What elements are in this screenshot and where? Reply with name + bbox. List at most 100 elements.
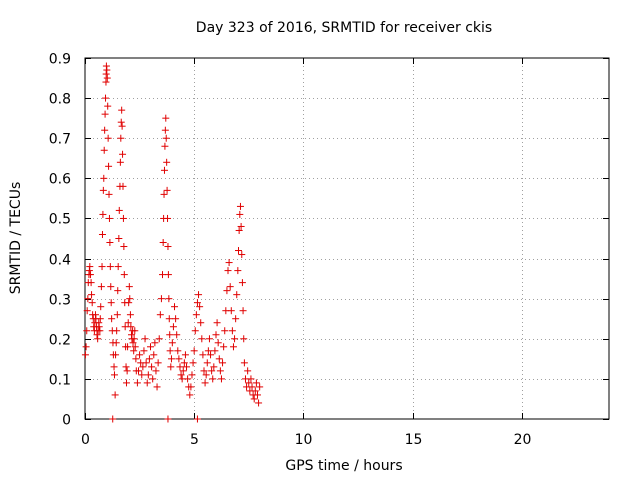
data-point [228,327,236,335]
grid [85,58,609,419]
data-point [232,315,240,323]
data-point [247,375,255,383]
data-point [191,327,199,335]
data-point [234,267,242,275]
data-point [82,343,90,351]
data-point [98,263,106,271]
data-point [136,351,144,359]
data-point [110,363,118,371]
data-point [179,367,187,375]
data-point [159,271,167,279]
data-point [94,335,102,343]
data-point [107,299,115,307]
data-point [163,158,171,166]
data-point [98,230,106,238]
data-point [119,182,127,190]
data-point [188,371,196,379]
data-point [152,367,160,375]
data-point [235,226,243,234]
data-point [129,339,137,347]
data-point [238,251,246,259]
data-point [167,355,175,363]
data-point [104,134,112,142]
data-point [233,291,241,299]
data-point [226,283,234,291]
data-point [173,331,181,339]
data-point [175,355,183,363]
data-point [122,379,130,387]
y-tick-label: 0.5 [49,212,71,228]
data-point [119,150,127,158]
data-point [102,94,110,102]
data-point [172,315,180,323]
data-point [131,327,139,335]
data-point [133,379,141,387]
data-point [196,303,204,311]
data-point [130,335,138,343]
data-point [229,343,237,351]
data-point [101,126,109,134]
data-point [208,367,216,375]
data-point [161,126,169,134]
y-tick-label: 0.6 [49,172,71,188]
data-point [236,202,244,210]
data-point [186,391,194,399]
data-point [156,311,164,319]
data-point [215,355,223,363]
data-point [93,331,101,339]
data-point [119,214,127,222]
data-point [144,371,152,379]
data-point [197,319,205,327]
data-point [88,291,96,299]
data-point [217,375,225,383]
data-point [124,343,132,351]
y-tick-label: 0 [62,413,71,429]
data-point [139,363,147,371]
data-point [122,363,130,371]
data-point [138,371,146,379]
data-point [99,186,107,194]
x-tick-label: 10 [295,432,313,448]
data-point [238,279,246,287]
data-point [250,395,258,403]
data-point [86,263,94,271]
data-point [167,363,175,371]
data-point [240,335,248,343]
x-tick-label: 15 [405,432,423,448]
data-point [97,283,105,291]
y-tick-label: 0.3 [49,293,71,309]
data-point [115,206,123,214]
data-point [164,271,172,279]
data-point [123,367,131,375]
data-point [120,271,128,279]
data-point [195,291,203,299]
data-point [176,363,184,371]
data-point [155,335,163,343]
data-point [161,142,169,150]
data-point [150,351,158,359]
data-point [163,186,171,194]
data-point [127,323,135,331]
data-point [198,335,206,343]
data-point [97,303,105,311]
data-point [225,259,233,267]
data-point [105,162,113,170]
data-point [114,263,122,271]
data-point [113,327,121,335]
x-axis-title: GPS time / hours [285,458,402,474]
data-point [151,339,159,347]
data-point [153,383,161,391]
data-point [99,210,107,218]
data-point [190,347,198,355]
data-point [204,347,212,355]
data-point [117,118,125,126]
data-point [200,367,208,375]
data-point [219,359,227,367]
data-point [83,307,91,315]
data-point [213,319,221,327]
data-point [212,331,220,339]
y-axis-title: SRMTID / TECUs [8,182,24,295]
data-point [211,347,219,355]
data-point [164,243,172,251]
